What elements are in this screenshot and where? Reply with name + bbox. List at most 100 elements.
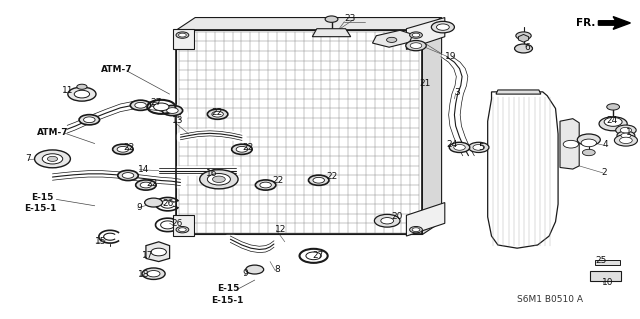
Text: 27: 27 <box>150 98 162 107</box>
Polygon shape <box>176 30 422 234</box>
Text: 12: 12 <box>275 225 287 234</box>
Circle shape <box>232 144 252 154</box>
Text: 25: 25 <box>595 256 607 265</box>
Circle shape <box>374 214 400 227</box>
Circle shape <box>412 33 420 37</box>
Circle shape <box>563 140 579 148</box>
Text: 22: 22 <box>146 179 157 188</box>
Circle shape <box>454 145 465 150</box>
Text: 10: 10 <box>602 278 613 287</box>
Circle shape <box>117 146 129 152</box>
Circle shape <box>620 137 632 144</box>
Text: 18: 18 <box>138 271 149 279</box>
Circle shape <box>412 228 420 232</box>
Text: E-15-1: E-15-1 <box>24 204 57 213</box>
Polygon shape <box>518 34 529 42</box>
Bar <box>590 271 621 281</box>
Circle shape <box>313 177 324 183</box>
Circle shape <box>255 180 276 190</box>
Circle shape <box>162 105 182 116</box>
Circle shape <box>449 142 470 152</box>
Text: 11: 11 <box>62 86 74 95</box>
Text: 17: 17 <box>142 251 154 260</box>
Text: 14: 14 <box>138 165 149 174</box>
Text: 15: 15 <box>95 237 106 246</box>
Text: 22: 22 <box>326 172 338 181</box>
Text: 22: 22 <box>272 176 284 185</box>
Circle shape <box>410 32 422 38</box>
Circle shape <box>77 84 87 89</box>
Circle shape <box>35 150 70 168</box>
Circle shape <box>74 90 90 98</box>
Circle shape <box>176 226 189 233</box>
Polygon shape <box>406 18 445 49</box>
Polygon shape <box>496 90 541 94</box>
Bar <box>595 260 620 265</box>
Circle shape <box>84 117 95 122</box>
Text: 24: 24 <box>447 140 458 149</box>
Circle shape <box>200 170 238 189</box>
Circle shape <box>131 100 151 110</box>
Circle shape <box>147 271 160 277</box>
Text: S6M1 B0510 A: S6M1 B0510 A <box>517 295 583 304</box>
Circle shape <box>621 133 631 138</box>
Circle shape <box>436 24 449 30</box>
Text: 2: 2 <box>602 168 607 177</box>
Text: 9: 9 <box>242 269 248 278</box>
Text: E-15-1: E-15-1 <box>211 296 244 305</box>
Circle shape <box>468 142 489 152</box>
Circle shape <box>140 182 152 188</box>
Circle shape <box>145 198 163 207</box>
Circle shape <box>176 32 189 38</box>
Polygon shape <box>176 18 442 30</box>
Circle shape <box>79 115 100 125</box>
Circle shape <box>207 109 228 119</box>
Circle shape <box>42 154 63 164</box>
Text: 3: 3 <box>454 88 460 97</box>
Polygon shape <box>173 215 194 236</box>
Circle shape <box>617 131 635 140</box>
Circle shape <box>308 175 329 185</box>
Circle shape <box>381 218 394 224</box>
Circle shape <box>166 108 178 114</box>
Circle shape <box>135 102 147 108</box>
Text: 1: 1 <box>626 128 632 137</box>
Circle shape <box>473 145 484 150</box>
Circle shape <box>410 226 422 233</box>
Circle shape <box>387 37 397 42</box>
Circle shape <box>582 149 595 156</box>
Text: 22: 22 <box>211 108 223 117</box>
Text: 21: 21 <box>419 79 431 88</box>
Circle shape <box>306 252 321 260</box>
Circle shape <box>207 174 230 185</box>
Text: E-15: E-15 <box>31 193 53 202</box>
Circle shape <box>616 125 636 135</box>
Circle shape <box>136 180 156 190</box>
Circle shape <box>516 32 531 40</box>
Text: 27: 27 <box>312 251 324 260</box>
Polygon shape <box>312 29 351 37</box>
Text: 9: 9 <box>136 203 142 212</box>
Circle shape <box>581 139 596 147</box>
Text: 7: 7 <box>26 154 31 163</box>
Circle shape <box>607 104 620 110</box>
Text: 24: 24 <box>607 116 618 125</box>
Circle shape <box>113 144 133 154</box>
Text: 22: 22 <box>242 143 253 152</box>
Circle shape <box>620 127 632 133</box>
Circle shape <box>142 268 165 279</box>
Circle shape <box>151 248 166 256</box>
Text: ATM-7: ATM-7 <box>37 128 68 137</box>
Polygon shape <box>598 17 630 29</box>
Polygon shape <box>146 242 170 262</box>
Text: FR.: FR. <box>576 18 595 28</box>
Circle shape <box>431 21 454 33</box>
Polygon shape <box>422 18 442 234</box>
Circle shape <box>577 134 600 145</box>
Circle shape <box>246 265 264 274</box>
Circle shape <box>47 156 58 161</box>
Bar <box>176 30 422 234</box>
Circle shape <box>410 43 422 48</box>
Circle shape <box>212 111 223 117</box>
Circle shape <box>154 103 169 111</box>
